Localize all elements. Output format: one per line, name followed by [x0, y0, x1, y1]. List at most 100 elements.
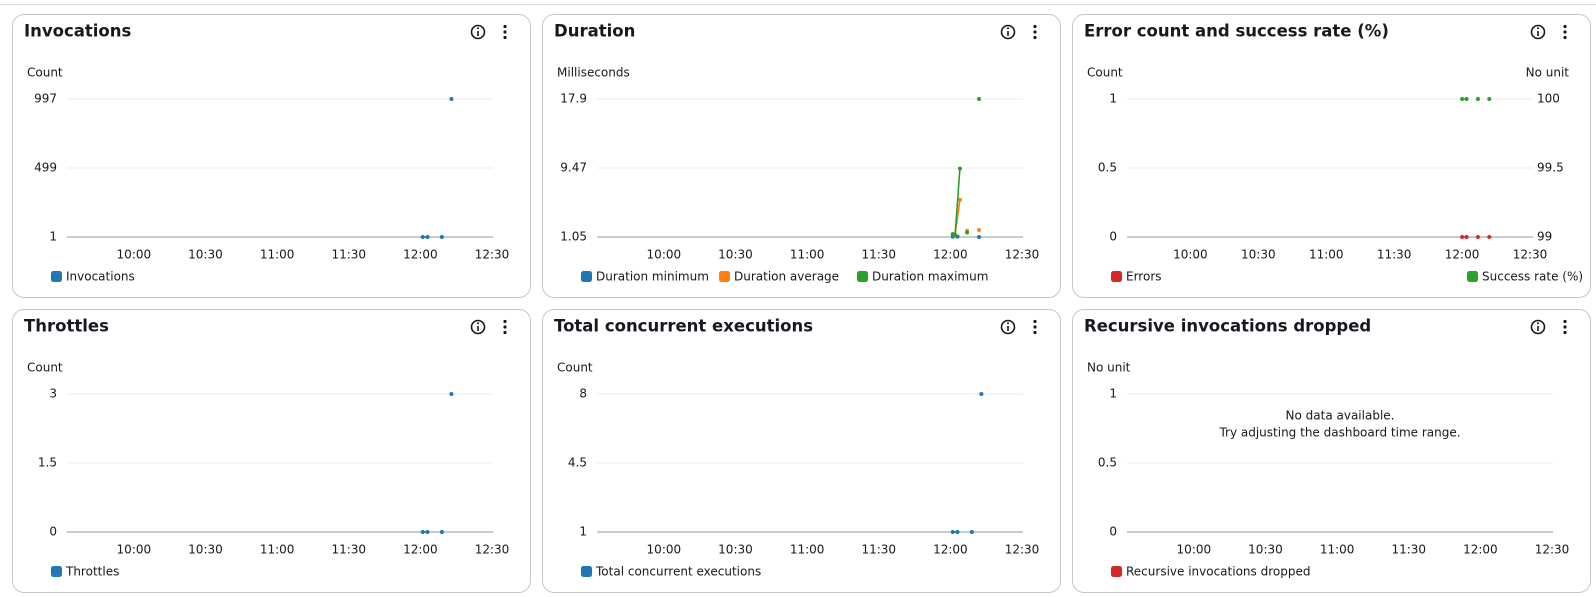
x-tick-label: 12:30	[475, 543, 510, 557]
menu-icon[interactable]	[1033, 319, 1037, 324]
data-point	[439, 530, 444, 534]
y2-axis-label: No unit	[1526, 66, 1570, 80]
legend-label[interactable]: Errors	[1126, 270, 1162, 284]
y-tick-label: 499	[34, 161, 57, 175]
menu-icon[interactable]	[1033, 30, 1037, 34]
menu-icon[interactable]	[1033, 325, 1037, 329]
x-tick-label: 12:00	[403, 543, 438, 557]
x-tick-label: 10:00	[1177, 543, 1212, 557]
x-tick-label: 10:00	[117, 543, 152, 557]
y-tick-label: 0.5	[1098, 456, 1117, 470]
menu-icon[interactable]	[1563, 35, 1567, 40]
data-point	[1475, 235, 1480, 239]
x-tick-label: 10:30	[1248, 543, 1283, 557]
y-tick-label: 3	[49, 387, 57, 401]
x-tick-label: 12:00	[403, 248, 438, 262]
info-icon[interactable]	[1530, 319, 1546, 335]
y-tick-label: 1	[1109, 92, 1117, 106]
info-icon[interactable]	[1530, 24, 1546, 40]
legend-swatch	[719, 271, 730, 282]
data-point	[955, 530, 960, 534]
y-tick-label: 0	[1109, 230, 1117, 244]
x-tick-label: 10:30	[718, 248, 753, 262]
widget: Recursive invocations dropped No unit 0 0.5…	[1072, 309, 1591, 593]
info-icon[interactable]	[1000, 24, 1016, 40]
legend-label[interactable]: Duration maximum	[872, 270, 988, 284]
data-point	[1460, 97, 1465, 101]
data-point	[977, 97, 982, 101]
legend-label[interactable]: Duration average	[734, 270, 839, 284]
data-point	[965, 230, 970, 235]
data-point	[950, 530, 955, 534]
legend-label[interactable]: Duration minimum	[596, 270, 709, 284]
info-icon[interactable]	[470, 24, 486, 40]
data-point	[1464, 235, 1469, 239]
y-tick-label: 1	[579, 525, 587, 539]
x-tick-label: 11:00	[790, 543, 825, 557]
info-icon[interactable]	[1000, 319, 1016, 335]
y-tick-label: 0	[1109, 525, 1117, 539]
data-point	[449, 97, 454, 101]
widget: Duration Milliseconds 1.05 9.47 17.9 10:00 10:…	[542, 14, 1061, 298]
menu-icon[interactable]	[1563, 30, 1567, 34]
y-axis-label: Count	[1087, 66, 1123, 80]
x-tick-label: 11:00	[790, 248, 825, 262]
menu-icon[interactable]	[1563, 24, 1567, 29]
legend-label[interactable]: Invocations	[66, 270, 135, 284]
y-tick-label: 0	[49, 525, 57, 539]
menu-icon[interactable]	[503, 35, 507, 40]
widget: Throttles Count 0 1.5 3 10:00 10:30 11:00 11:30 1…	[12, 309, 531, 593]
info-icon-dot	[477, 27, 479, 30]
info-icon[interactable]	[470, 319, 486, 335]
x-tick-label: 10:00	[647, 248, 682, 262]
data-point	[1475, 97, 1480, 101]
chart: Total concurrent executions Count 1 4.5 8 10:…	[554, 317, 1040, 579]
menu-icon[interactable]	[1033, 330, 1037, 335]
legend-label[interactable]: Total concurrent executions	[595, 565, 761, 579]
legend-swatch	[581, 271, 592, 282]
menu-icon[interactable]	[503, 325, 507, 329]
data-point	[1460, 235, 1465, 239]
data-point	[957, 166, 962, 171]
info-icon-dot	[1007, 322, 1009, 325]
data-point	[957, 197, 962, 202]
chart: Invocations Count 1 499 997 10:00 10:30 11:00 11…	[24, 22, 510, 284]
y-axis-label: Milliseconds	[557, 66, 630, 80]
menu-icon[interactable]	[1033, 24, 1037, 29]
data-point	[420, 235, 425, 239]
widget: Error count and success rate (%) Count No …	[1072, 14, 1591, 298]
widget-title: Throttles	[24, 317, 109, 336]
menu-icon[interactable]	[503, 24, 507, 29]
info-icon-dot	[1007, 27, 1009, 30]
y-tick-label: 1	[49, 230, 57, 244]
chart: Duration Milliseconds 1.05 9.47 17.9 10:00 10:…	[554, 22, 1039, 284]
x-tick-label: 12:00	[1445, 248, 1480, 262]
legend-label[interactable]: Recursive invocations dropped	[1126, 565, 1310, 579]
widget-title: Total concurrent executions	[554, 317, 813, 336]
data-point	[979, 392, 984, 396]
y-tick-label: 1	[1109, 387, 1117, 401]
menu-icon[interactable]	[503, 30, 507, 34]
menu-icon[interactable]	[503, 319, 507, 324]
chart: Throttles Count 0 1.5 3 10:00 10:30 11:00 11:30 1…	[24, 317, 510, 579]
x-tick-label: 10:00	[647, 543, 682, 557]
y-axis-label: Count	[27, 66, 63, 80]
data-point	[420, 530, 425, 534]
y2-tick-label: 99	[1537, 230, 1552, 244]
legend-label[interactable]: Throttles	[65, 565, 119, 579]
info-icon-dot	[1537, 27, 1539, 30]
menu-icon[interactable]	[1563, 319, 1567, 324]
menu-icon[interactable]	[1033, 35, 1037, 40]
x-tick-label: 10:30	[188, 543, 223, 557]
no-data-message: Try adjusting the dashboard time range.	[1218, 426, 1460, 440]
x-tick-label: 12:30	[475, 248, 510, 262]
x-tick-label: 11:30	[1377, 248, 1412, 262]
legend-label[interactable]: Success rate (%)	[1482, 270, 1583, 284]
menu-icon[interactable]	[503, 330, 507, 335]
menu-icon[interactable]	[1563, 330, 1567, 335]
y-tick-label: 8	[579, 387, 587, 401]
menu-icon[interactable]	[1563, 325, 1567, 329]
x-tick-label: 12:30	[1535, 543, 1570, 557]
y-tick-label: 9.47	[560, 161, 587, 175]
x-tick-label: 12:30	[1005, 543, 1040, 557]
